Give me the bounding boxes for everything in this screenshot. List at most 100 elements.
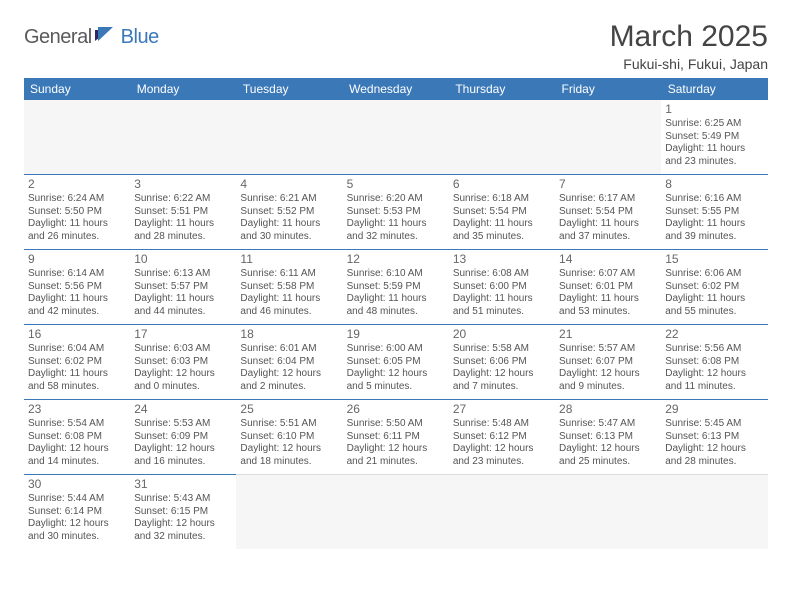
- sunrise-text: Sunrise: 5:56 AM: [665, 343, 763, 356]
- calendar-cell: [24, 100, 130, 175]
- day-number: 27: [453, 402, 551, 417]
- day-number: 30: [28, 477, 126, 492]
- sunrise-text: Sunrise: 6:16 AM: [665, 193, 763, 206]
- sunset-text: Sunset: 5:55 PM: [665, 206, 763, 219]
- daylight-text: Daylight: 12 hours and 2 minutes.: [240, 368, 338, 393]
- sunrise-text: Sunrise: 6:00 AM: [347, 343, 445, 356]
- daylight-text: Daylight: 12 hours and 23 minutes.: [453, 443, 551, 468]
- calendar-cell: 21Sunrise: 5:57 AMSunset: 6:07 PMDayligh…: [555, 325, 661, 400]
- sunrise-text: Sunrise: 6:11 AM: [240, 268, 338, 281]
- sunrise-text: Sunrise: 5:54 AM: [28, 418, 126, 431]
- day-number: 16: [28, 327, 126, 342]
- calendar-cell: 8Sunrise: 6:16 AMSunset: 5:55 PMDaylight…: [661, 175, 767, 250]
- sunset-text: Sunset: 5:52 PM: [240, 206, 338, 219]
- sunset-text: Sunset: 6:00 PM: [453, 281, 551, 294]
- day-number: 21: [559, 327, 657, 342]
- calendar-cell: [236, 475, 342, 550]
- sunset-text: Sunset: 5:54 PM: [453, 206, 551, 219]
- sunset-text: Sunset: 6:13 PM: [559, 431, 657, 444]
- daylight-text: Daylight: 11 hours and 26 minutes.: [28, 218, 126, 243]
- sunrise-text: Sunrise: 6:10 AM: [347, 268, 445, 281]
- daylight-text: Daylight: 12 hours and 9 minutes.: [559, 368, 657, 393]
- sunrise-text: Sunrise: 5:50 AM: [347, 418, 445, 431]
- calendar-cell: 5Sunrise: 6:20 AMSunset: 5:53 PMDaylight…: [343, 175, 449, 250]
- calendar-week-row: 30Sunrise: 5:44 AMSunset: 6:14 PMDayligh…: [24, 475, 768, 550]
- calendar-cell: 23Sunrise: 5:54 AMSunset: 6:08 PMDayligh…: [24, 400, 130, 475]
- day-number: 24: [134, 402, 232, 417]
- calendar-cell: 11Sunrise: 6:11 AMSunset: 5:58 PMDayligh…: [236, 250, 342, 325]
- sunrise-text: Sunrise: 5:48 AM: [453, 418, 551, 431]
- sunset-text: Sunset: 6:01 PM: [559, 281, 657, 294]
- calendar-week-row: 1Sunrise: 6:25 AMSunset: 5:49 PMDaylight…: [24, 100, 768, 175]
- weekday-header-row: Sunday Monday Tuesday Wednesday Thursday…: [24, 78, 768, 100]
- sunset-text: Sunset: 6:02 PM: [665, 281, 763, 294]
- sunrise-text: Sunrise: 6:21 AM: [240, 193, 338, 206]
- sunset-text: Sunset: 5:59 PM: [347, 281, 445, 294]
- sunset-text: Sunset: 5:54 PM: [559, 206, 657, 219]
- calendar-week-row: 23Sunrise: 5:54 AMSunset: 6:08 PMDayligh…: [24, 400, 768, 475]
- sunset-text: Sunset: 6:10 PM: [240, 431, 338, 444]
- sunset-text: Sunset: 6:09 PM: [134, 431, 232, 444]
- sunrise-text: Sunrise: 6:07 AM: [559, 268, 657, 281]
- daylight-text: Daylight: 11 hours and 39 minutes.: [665, 218, 763, 243]
- calendar-cell: 1Sunrise: 6:25 AMSunset: 5:49 PMDaylight…: [661, 100, 767, 175]
- daylight-text: Daylight: 11 hours and 51 minutes.: [453, 293, 551, 318]
- day-number: 8: [665, 177, 763, 192]
- daylight-text: Daylight: 11 hours and 35 minutes.: [453, 218, 551, 243]
- daylight-text: Daylight: 11 hours and 37 minutes.: [559, 218, 657, 243]
- calendar-cell: 6Sunrise: 6:18 AMSunset: 5:54 PMDaylight…: [449, 175, 555, 250]
- sunset-text: Sunset: 5:53 PM: [347, 206, 445, 219]
- calendar-cell: 31Sunrise: 5:43 AMSunset: 6:15 PMDayligh…: [130, 475, 236, 550]
- day-number: 1: [665, 102, 763, 117]
- day-number: 13: [453, 252, 551, 267]
- sunset-text: Sunset: 5:56 PM: [28, 281, 126, 294]
- sunrise-text: Sunrise: 6:24 AM: [28, 193, 126, 206]
- day-number: 12: [347, 252, 445, 267]
- sunrise-text: Sunrise: 5:44 AM: [28, 493, 126, 506]
- sunset-text: Sunset: 6:05 PM: [347, 356, 445, 369]
- daylight-text: Daylight: 12 hours and 16 minutes.: [134, 443, 232, 468]
- day-number: 26: [347, 402, 445, 417]
- daylight-text: Daylight: 11 hours and 44 minutes.: [134, 293, 232, 318]
- daylight-text: Daylight: 11 hours and 55 minutes.: [665, 293, 763, 318]
- calendar-cell: [555, 475, 661, 550]
- day-number: 23: [28, 402, 126, 417]
- daylight-text: Daylight: 11 hours and 23 minutes.: [665, 143, 763, 168]
- sunset-text: Sunset: 6:07 PM: [559, 356, 657, 369]
- day-number: 25: [240, 402, 338, 417]
- daylight-text: Daylight: 11 hours and 53 minutes.: [559, 293, 657, 318]
- calendar-cell: 18Sunrise: 6:01 AMSunset: 6:04 PMDayligh…: [236, 325, 342, 400]
- daylight-text: Daylight: 11 hours and 46 minutes.: [240, 293, 338, 318]
- day-number: 10: [134, 252, 232, 267]
- sunrise-text: Sunrise: 5:43 AM: [134, 493, 232, 506]
- sunset-text: Sunset: 5:49 PM: [665, 131, 763, 144]
- daylight-text: Daylight: 12 hours and 0 minutes.: [134, 368, 232, 393]
- day-number: 18: [240, 327, 338, 342]
- daylight-text: Daylight: 12 hours and 30 minutes.: [28, 518, 126, 543]
- sunrise-text: Sunrise: 5:47 AM: [559, 418, 657, 431]
- logo-text-blue: Blue: [121, 26, 159, 49]
- calendar-cell: [130, 100, 236, 175]
- sunset-text: Sunset: 6:08 PM: [28, 431, 126, 444]
- calendar-week-row: 2Sunrise: 6:24 AMSunset: 5:50 PMDaylight…: [24, 175, 768, 250]
- logo-text-general: General: [24, 26, 92, 49]
- day-number: 15: [665, 252, 763, 267]
- sunset-text: Sunset: 6:15 PM: [134, 506, 232, 519]
- calendar-cell: 4Sunrise: 6:21 AMSunset: 5:52 PMDaylight…: [236, 175, 342, 250]
- logo-flag-icon: [95, 27, 117, 48]
- calendar-week-row: 9Sunrise: 6:14 AMSunset: 5:56 PMDaylight…: [24, 250, 768, 325]
- daylight-text: Daylight: 11 hours and 32 minutes.: [347, 218, 445, 243]
- weekday-header: Saturday: [661, 78, 767, 100]
- weekday-header: Thursday: [449, 78, 555, 100]
- sunrise-text: Sunrise: 6:06 AM: [665, 268, 763, 281]
- daylight-text: Daylight: 12 hours and 14 minutes.: [28, 443, 126, 468]
- calendar-cell: 17Sunrise: 6:03 AMSunset: 6:03 PMDayligh…: [130, 325, 236, 400]
- sunset-text: Sunset: 6:13 PM: [665, 431, 763, 444]
- calendar-cell: 26Sunrise: 5:50 AMSunset: 6:11 PMDayligh…: [343, 400, 449, 475]
- logo: General Blue: [24, 26, 159, 49]
- calendar-cell: 13Sunrise: 6:08 AMSunset: 6:00 PMDayligh…: [449, 250, 555, 325]
- sunrise-text: Sunrise: 6:08 AM: [453, 268, 551, 281]
- location-text: Fukui-shi, Fukui, Japan: [610, 56, 768, 72]
- weekday-header: Tuesday: [236, 78, 342, 100]
- sunset-text: Sunset: 5:51 PM: [134, 206, 232, 219]
